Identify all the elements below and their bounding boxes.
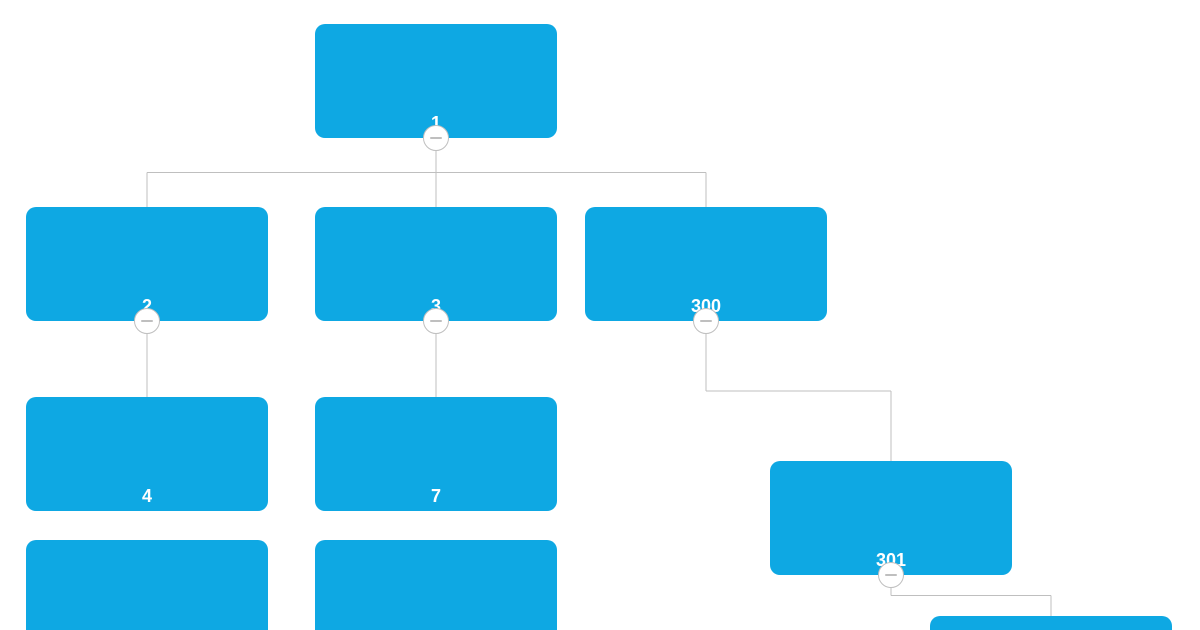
tree-node[interactable]: 2 (26, 207, 268, 321)
tree-node[interactable]: 3 (315, 207, 557, 321)
minus-icon (430, 320, 442, 322)
minus-icon (885, 574, 897, 576)
collapse-toggle[interactable] (134, 308, 160, 334)
tree-node[interactable]: 4 (26, 397, 268, 511)
collapse-toggle[interactable] (693, 308, 719, 334)
minus-icon (430, 137, 442, 139)
minus-icon (141, 320, 153, 322)
node-label: 7 (431, 487, 441, 505)
org-chart: 123300 4 7 58 301 (0, 0, 1200, 630)
tree-node[interactable]: 8 (315, 540, 557, 630)
collapse-toggle[interactable] (878, 562, 904, 588)
tree-node[interactable]: 301 (770, 461, 1012, 575)
tree-node[interactable]: 5 (26, 540, 268, 630)
tree-node[interactable]: 1 (315, 24, 557, 138)
node-label: 4 (142, 487, 152, 505)
tree-node[interactable]: 300 (585, 207, 827, 321)
tree-node[interactable] (930, 616, 1172, 630)
collapse-toggle[interactable] (423, 125, 449, 151)
tree-node[interactable]: 7 (315, 397, 557, 511)
minus-icon (700, 320, 712, 322)
collapse-toggle[interactable] (423, 308, 449, 334)
